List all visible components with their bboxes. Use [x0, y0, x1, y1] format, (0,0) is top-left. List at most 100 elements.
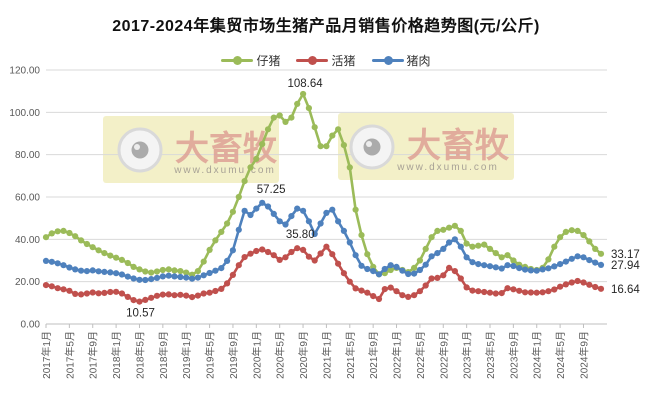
data-point-活猪 — [364, 289, 371, 296]
data-point-猪肉 — [294, 205, 301, 212]
data-point-仔猪 — [300, 90, 307, 98]
x-tick-label: 2024年1月 — [531, 331, 544, 379]
data-point-猪肉 — [416, 266, 423, 274]
data-point-仔猪 — [177, 268, 184, 275]
data-point-仔猪 — [428, 234, 435, 241]
x-tick-label: 2023年5月 — [484, 331, 497, 379]
data-point-猪肉 — [504, 262, 511, 269]
data-point-活猪 — [235, 262, 242, 269]
data-point-仔猪 — [557, 234, 564, 241]
data-point-猪肉 — [194, 274, 201, 281]
y-tick-label: 120.00 — [9, 66, 40, 77]
data-point-猪肉 — [597, 261, 605, 268]
data-point-活猪 — [381, 286, 388, 293]
data-point-活猪 — [107, 288, 114, 296]
data-point-活猪 — [229, 271, 236, 278]
data-point-猪肉 — [486, 263, 494, 270]
data-point-猪肉 — [235, 226, 242, 233]
watermark-url: www.dxumu.com — [396, 162, 499, 173]
legend-item-3: 猪肉 — [371, 52, 431, 69]
data-point-活猪 — [165, 291, 172, 298]
data-point-活猪 — [72, 290, 79, 297]
data-point-仔猪 — [504, 252, 511, 259]
data-point-活猪 — [597, 285, 605, 292]
data-point-活猪 — [446, 264, 453, 271]
annotation-label: 108.64 — [287, 78, 323, 90]
x-tick-label: 2019年9月 — [227, 331, 240, 379]
data-point-猪肉 — [136, 276, 143, 283]
x-tick-label: 2017年1月 — [40, 331, 53, 379]
x-tick-label: 2024年5月 — [554, 331, 567, 379]
watermark-brand: 大畜牧 — [175, 129, 278, 168]
data-point-仔猪 — [288, 114, 295, 121]
data-point-活猪 — [562, 281, 570, 288]
data-point-仔猪 — [165, 266, 172, 273]
data-point-活猪 — [148, 294, 155, 301]
data-point-活猪 — [224, 280, 231, 287]
data-point-猪肉 — [510, 262, 517, 270]
data-point-仔猪 — [142, 268, 149, 275]
data-point-猪肉 — [113, 270, 120, 277]
data-point-活猪 — [352, 285, 359, 292]
data-point-仔猪 — [323, 143, 330, 150]
data-point-猪肉 — [551, 263, 558, 270]
data-point-活猪 — [375, 295, 383, 303]
legend-label: 仔猪 — [256, 54, 281, 68]
data-point-仔猪 — [492, 250, 499, 257]
data-point-活猪 — [83, 290, 90, 297]
x-tick-label: 2017年9月 — [87, 331, 100, 379]
data-point-猪肉 — [574, 253, 581, 260]
data-point-猪肉 — [83, 268, 90, 275]
data-point-仔猪 — [253, 155, 260, 162]
x-tick-label: 2017年5月 — [63, 331, 76, 379]
data-point-活猪 — [486, 289, 494, 296]
data-point-活猪 — [422, 282, 429, 289]
data-point-猪肉 — [189, 275, 196, 282]
data-point-活猪 — [136, 298, 143, 305]
data-point-猪肉 — [212, 267, 219, 274]
data-point-活猪 — [276, 256, 283, 263]
watermark-brand: 大畜牧 — [407, 126, 510, 165]
data-point-活猪 — [218, 285, 225, 292]
data-point-猪肉 — [259, 199, 266, 206]
data-point-活猪 — [60, 286, 67, 293]
data-point-猪肉 — [60, 262, 67, 269]
x-tick-label: 2021年5月 — [344, 331, 357, 379]
data-point-猪肉 — [247, 211, 254, 219]
x-tick-label: 2018年9月 — [157, 331, 170, 379]
data-point-仔猪 — [66, 229, 73, 237]
x-tick-label: 2020年9月 — [297, 331, 310, 379]
data-point-仔猪 — [218, 228, 225, 235]
legend-label: 活猪 — [331, 54, 356, 68]
eye-highlight — [134, 144, 140, 150]
data-point-活猪 — [66, 287, 73, 294]
legend-marker-icon — [221, 56, 254, 65]
data-point-活猪 — [411, 292, 418, 299]
chart-legend: 仔猪 活猪 猪肉 — [0, 52, 652, 69]
data-point-猪肉 — [317, 220, 324, 227]
data-point-活猪 — [54, 285, 61, 292]
data-point-仔猪 — [194, 268, 201, 275]
data-point-活猪 — [492, 290, 499, 297]
data-point-猪肉 — [323, 209, 330, 216]
data-point-仔猪 — [206, 246, 213, 253]
data-point-猪肉 — [42, 257, 50, 264]
data-point-猪肉 — [358, 262, 365, 269]
data-point-猪肉 — [411, 270, 418, 277]
data-point-活猪 — [346, 278, 353, 285]
data-point-仔猪 — [451, 222, 458, 229]
data-point-仔猪 — [486, 245, 494, 252]
data-point-仔猪 — [229, 208, 236, 215]
data-point-仔猪 — [340, 142, 347, 149]
data-point-活猪 — [130, 297, 137, 304]
data-point-仔猪 — [574, 227, 581, 234]
data-point-活猪 — [329, 251, 336, 258]
eye-pupil — [363, 138, 381, 156]
data-point-活猪 — [545, 288, 552, 295]
data-point-猪肉 — [381, 265, 388, 273]
data-point-活猪 — [142, 296, 149, 303]
data-point-仔猪 — [329, 132, 336, 139]
data-point-仔猪 — [568, 227, 575, 234]
